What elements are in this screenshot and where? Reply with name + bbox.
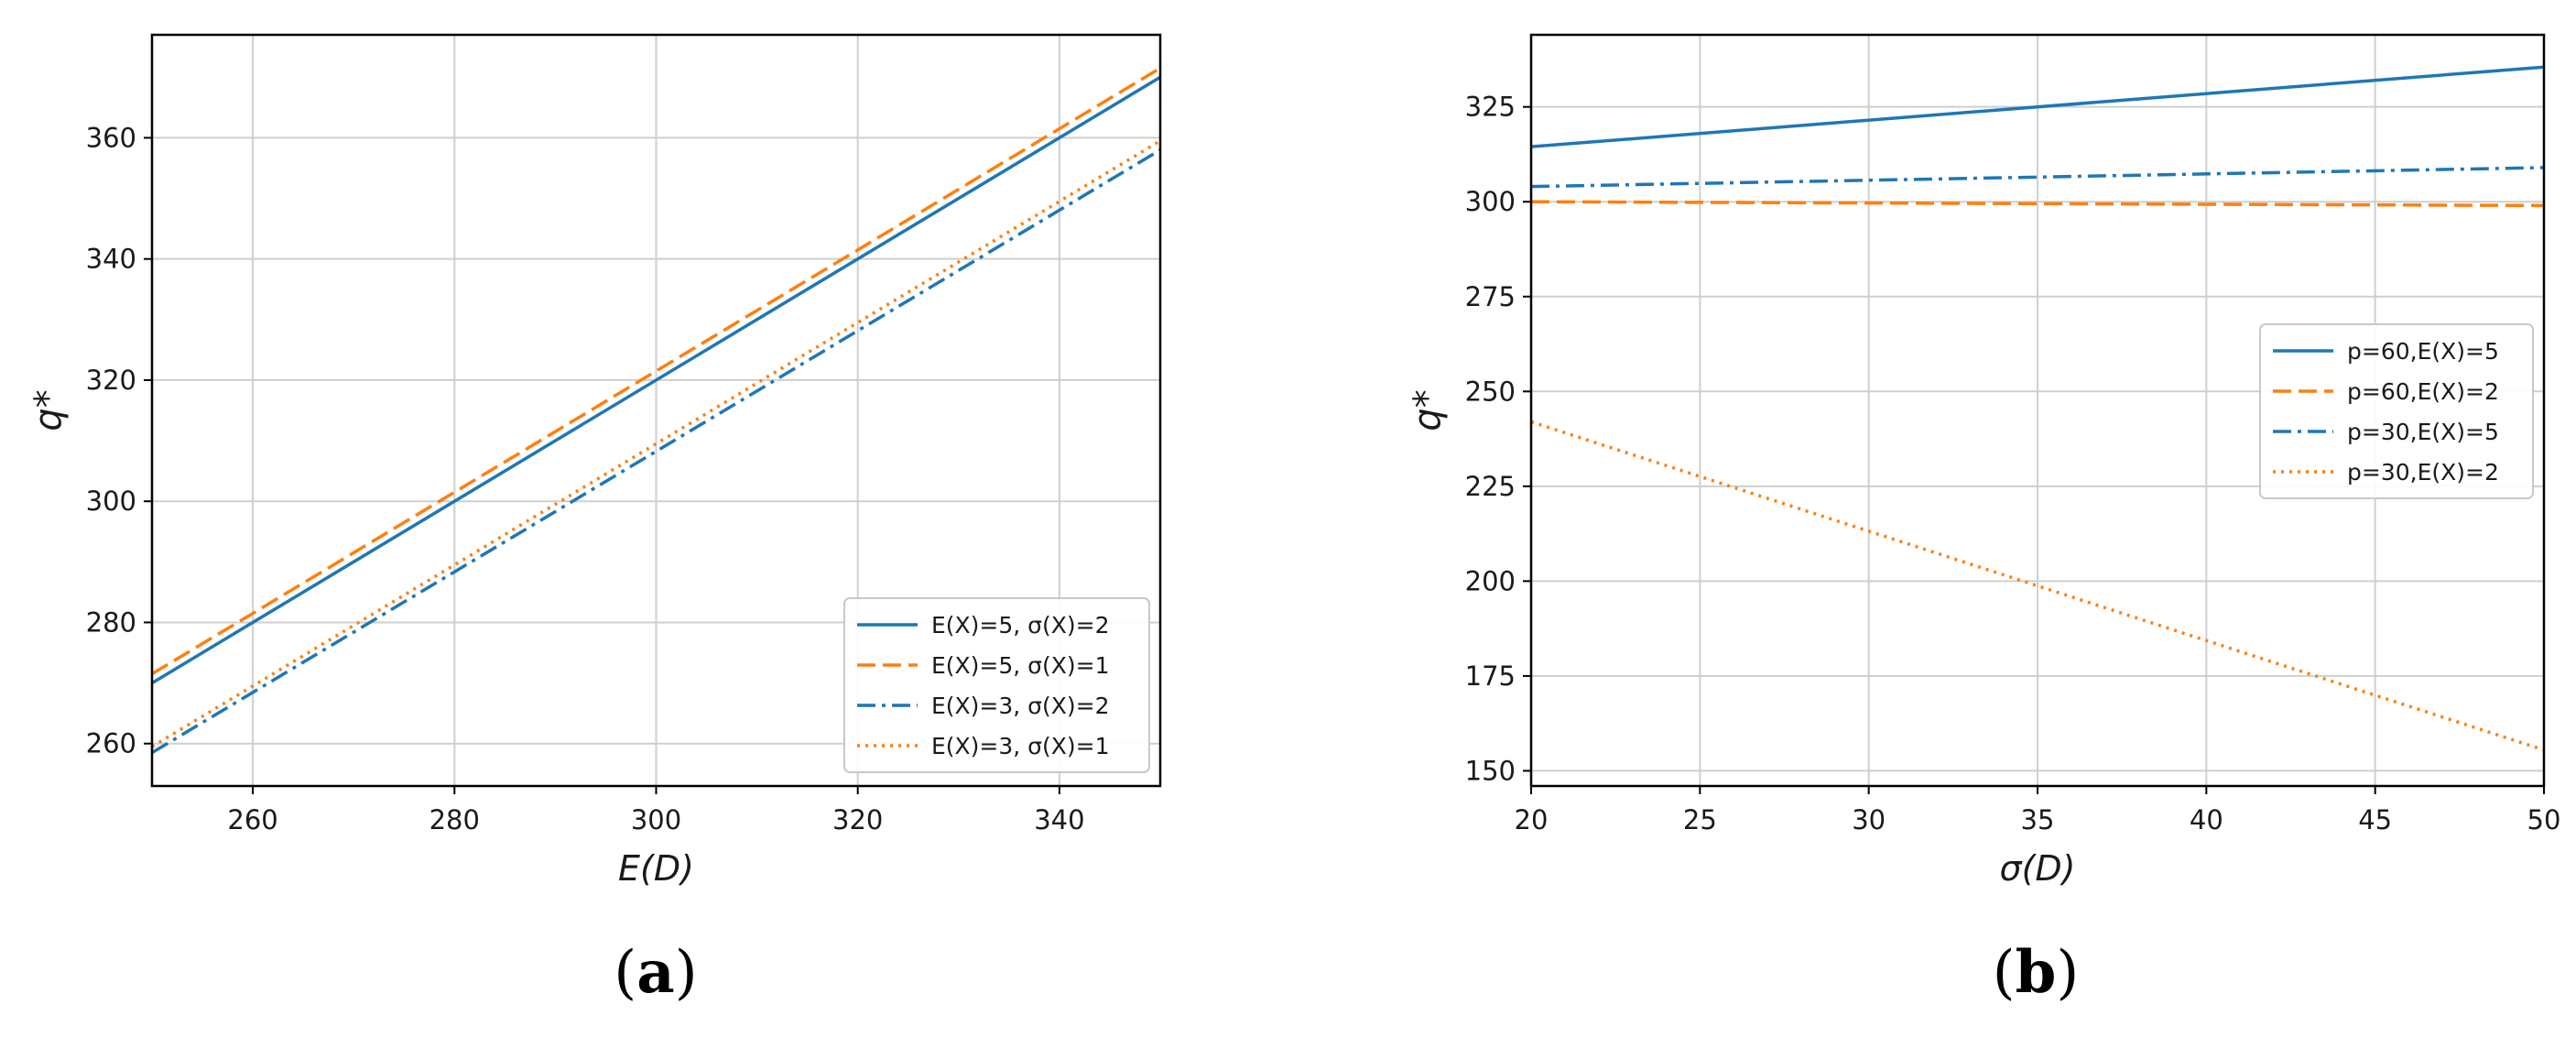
x-tick-label: 50 xyxy=(2527,804,2561,835)
y-tick-label: 225 xyxy=(1465,471,1516,502)
x-tick-label: 35 xyxy=(2021,804,2055,835)
x-axis-label: σ(D) xyxy=(2000,848,2076,889)
x-tick-label: 300 xyxy=(631,804,681,835)
legend-entry-label: p=30,E(X)=5 xyxy=(2347,419,2499,445)
y-tick-label: 280 xyxy=(86,606,136,638)
legend-entry-label: p=60,E(X)=2 xyxy=(2347,378,2499,405)
x-axis-label: E(D) xyxy=(618,848,694,889)
series-line-1 xyxy=(151,75,1161,685)
y-tick-label: 300 xyxy=(1465,186,1516,217)
x-tick-label: 280 xyxy=(429,804,480,835)
legend-entry-label: E(X)=5, σ(X)=2 xyxy=(931,612,1110,639)
y-tick-label: 250 xyxy=(1465,376,1516,407)
legend: p=60,E(X)=5 p=60,E(X)=2 p=30,E(X)=5 p=30,E(… xyxy=(2259,323,2534,499)
legend: E(X)=5, σ(X)=2 E(X)=5, σ(X)=1 E(X)=3, σ(X)… xyxy=(843,597,1150,773)
y-tick-label: 360 xyxy=(86,122,136,153)
y-axis-label: q* xyxy=(1407,389,1449,431)
series-line-2 xyxy=(151,66,1161,676)
x-tick-label: 320 xyxy=(832,804,883,835)
x-tick-label: 25 xyxy=(1683,804,1717,835)
legend-entry-label: E(X)=5, σ(X)=1 xyxy=(931,652,1110,679)
legend-entry-label: E(X)=3, σ(X)=1 xyxy=(931,733,1110,759)
legend-entry-label: E(X)=3, σ(X)=2 xyxy=(931,693,1110,719)
panel-label: (a) xyxy=(614,938,697,1007)
y-tick-label: 260 xyxy=(86,728,136,759)
legend-entry-label: p=30,E(X)=2 xyxy=(2347,459,2499,486)
panel-label: (b) xyxy=(1993,938,2080,1007)
x-tick-label: 30 xyxy=(1852,804,1886,835)
x-tick-label: 20 xyxy=(1515,804,1549,835)
series-line-2 xyxy=(1530,200,2545,208)
y-tick-label: 275 xyxy=(1465,281,1516,312)
y-tick-label: 325 xyxy=(1465,92,1516,123)
legend-entry-label: p=60,E(X)=5 xyxy=(2347,338,2499,365)
y-tick-label: 150 xyxy=(1465,755,1516,786)
y-tick-label: 175 xyxy=(1465,660,1516,692)
y-tick-label: 320 xyxy=(86,365,136,396)
y-tick-label: 340 xyxy=(86,244,136,275)
x-tick-label: 45 xyxy=(2358,804,2392,835)
series-line-1 xyxy=(1530,65,2545,148)
y-tick-label: 300 xyxy=(86,486,136,517)
legend-box xyxy=(843,597,1150,773)
series-line-3 xyxy=(151,148,1161,755)
x-tick-label: 40 xyxy=(2190,804,2223,835)
chart-panel-a: 260 280 300 320 340 260 280 300 320 340 360 E(D) q* (… xyxy=(27,33,1162,1007)
y-tick-label: 200 xyxy=(1465,565,1516,596)
x-tick-label: 260 xyxy=(227,804,277,835)
series-line-3 xyxy=(1530,166,2545,189)
x-tick-label: 340 xyxy=(1034,804,1084,835)
legend-box xyxy=(2259,323,2534,499)
chart-panel-b: 20 25 30 35 40 45 50 150 175 200 225 250 275 300 325 σ(… xyxy=(1407,33,2561,1007)
y-axis-label: q* xyxy=(27,389,70,431)
